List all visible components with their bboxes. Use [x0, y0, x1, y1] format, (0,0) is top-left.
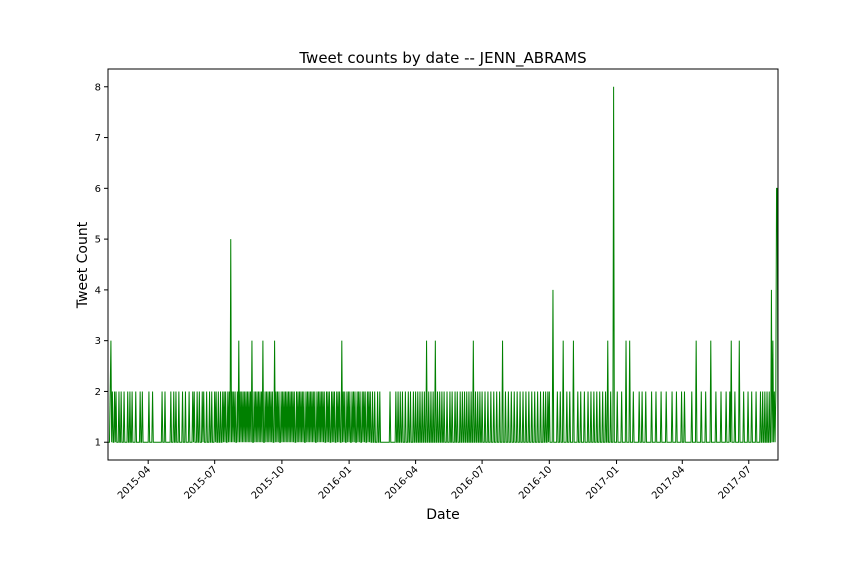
y-axis: 1 2 3 4 5 6 7 8	[95, 82, 108, 449]
plot-area	[108, 86, 779, 443]
x-axis-label: Date	[426, 507, 459, 523]
x-tick-label: 2015-04	[116, 464, 153, 501]
x-tick-label: 2016-07	[450, 464, 487, 501]
y-tick-label: 2	[95, 387, 101, 398]
y-axis-label: Tweet Count	[75, 221, 91, 309]
x-tick-label: 2016-01	[317, 464, 354, 501]
series-line-0	[108, 86, 779, 443]
y-tick-label: 3	[95, 336, 101, 347]
x-tick-label: 2017-07	[717, 464, 754, 501]
x-tick-label: 2015-10	[250, 464, 287, 501]
y-tick-label: 5	[95, 235, 101, 246]
chart-title: Tweet counts by date -- JENN_ABRAMS	[298, 49, 586, 68]
y-tick-label: 7	[95, 133, 101, 144]
plot-frame	[107, 68, 779, 461]
x-tick-label: 2015-07	[182, 464, 219, 501]
y-tick-label: 8	[95, 82, 101, 93]
x-tick-label: 2016-04	[383, 464, 420, 501]
x-tick-label: 2017-04	[650, 464, 687, 501]
y-tick-label: 1	[95, 438, 101, 449]
y-tick-label: 4	[95, 285, 101, 296]
x-tick-label: 2017-01	[584, 464, 621, 501]
x-tick-label: 2016-10	[517, 464, 554, 501]
x-axis: 2015-04 2015-07 2015-10 2016-01 2016-04 2016-…	[116, 460, 754, 502]
y-tick-label: 6	[95, 184, 101, 195]
